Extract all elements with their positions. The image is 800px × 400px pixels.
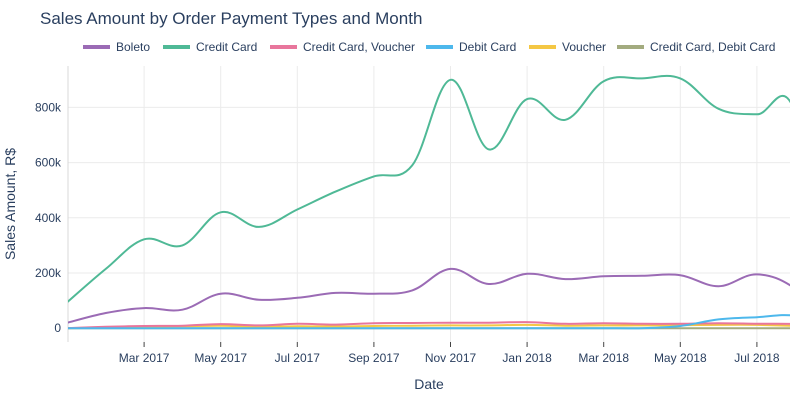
legend-label: Debit Card [459,40,516,54]
x-tick-label: Nov 2017 [425,351,477,365]
legend-item: Credit Card, Debit Card [617,40,775,54]
chart-title: Sales Amount by Order Payment Types and … [40,9,423,28]
legend-label: Boleto [116,40,150,54]
y-tick-label: 400k [35,211,62,225]
series-line-boleto [68,267,790,324]
y-tick-label: 800k [35,100,62,114]
x-tick-label: Mar 2017 [119,351,170,365]
x-tick-label: Jul 2018 [734,351,780,365]
y-tick-label: 0 [54,321,61,335]
y-tick-label: 200k [35,266,62,280]
series-lines [68,74,790,330]
series-line-credit-card-voucher [68,321,790,330]
legend-item: Credit Card [163,40,257,54]
x-tick-label: Jul 2017 [275,351,321,365]
x-tick-label: May 2018 [654,351,707,365]
gridlines [67,66,790,342]
legend-label: Credit Card, Voucher [303,40,415,54]
x-axis-title: Date [414,376,444,392]
x-tick-label: Sep 2017 [348,351,400,365]
legend-item: Voucher [529,40,606,54]
x-tick-label: Jan 2018 [502,351,552,365]
y-tick-label: 600k [35,156,62,170]
x-tick-label: Mar 2018 [578,351,629,365]
series-line-credit-card [68,74,790,303]
y-axis-title: Sales Amount, R$ [2,148,18,260]
legend-item: Credit Card, Voucher [270,40,415,54]
x-tick-label: May 2017 [194,351,247,365]
legend-item: Debit Card [426,40,516,54]
legend-item: Boleto [83,40,150,54]
legend-label: Credit Card [196,40,257,54]
series-line-debit-card [68,314,790,330]
legend: Boleto Credit Card Credit Card, Voucher Deb… [83,40,775,54]
legend-label: Credit Card, Debit Card [650,40,775,54]
legend-label: Voucher [562,40,606,54]
